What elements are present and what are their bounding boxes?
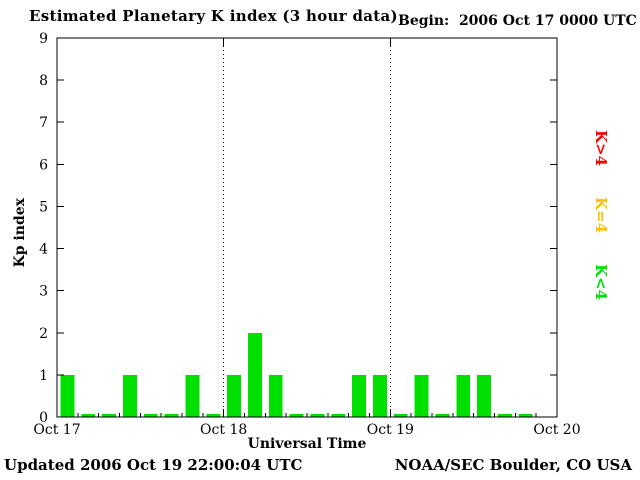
kp-bar	[435, 414, 450, 417]
kp-bar	[310, 414, 325, 417]
x-tick-label: Oct 20	[533, 422, 580, 438]
kp-bar	[393, 414, 408, 417]
kp-bar	[227, 374, 241, 417]
kp-bar	[60, 374, 75, 417]
kp-bar	[143, 414, 158, 417]
y-tick-label: 0	[39, 410, 48, 426]
plot-border	[56, 37, 558, 418]
kp-bar	[352, 374, 366, 417]
kp-bar	[123, 374, 137, 417]
kp-bar	[414, 374, 429, 417]
x-axis-label: Universal Time	[247, 436, 367, 452]
y-tick-label: 8	[39, 73, 48, 89]
kp-bar	[331, 414, 346, 417]
y-tick-label: 7	[39, 115, 48, 131]
kp-bar	[268, 374, 283, 417]
y-tick-label: 5	[39, 199, 48, 215]
begin-timestamp: Begin: 2006 Oct 17 0000 UTC	[398, 13, 637, 29]
kp-bar	[206, 414, 221, 417]
kp-bar	[518, 414, 533, 417]
y-axis-label: Kp index	[12, 198, 28, 268]
legend-k-eq-4: K=4	[592, 197, 610, 234]
x-tick-label: Oct 17	[33, 422, 80, 438]
kp-bar	[248, 332, 262, 417]
y-tick-label: 3	[39, 284, 48, 300]
x-tick-label: Oct 19	[367, 422, 414, 438]
kp-bar	[373, 374, 387, 417]
kp-bar	[289, 414, 304, 417]
kp-bar	[102, 414, 116, 417]
y-tick-label: 2	[39, 326, 48, 342]
kp-bar	[81, 414, 96, 417]
kp-bar	[456, 374, 471, 417]
y-tick-label: 9	[39, 31, 48, 47]
kp-bar	[185, 374, 200, 417]
kp-bar	[477, 374, 491, 417]
attribution: NOAA/SEC Boulder, CO USA	[394, 456, 632, 474]
y-tick-label: 4	[39, 242, 48, 258]
kp-bar	[498, 414, 512, 417]
updated-timestamp: Updated 2006 Oct 19 22:00:04 UTC	[4, 456, 303, 474]
y-tick-label: 6	[39, 157, 48, 173]
kp-bar	[164, 414, 179, 417]
x-tick-label: Oct 18	[200, 422, 247, 438]
chart-title: Estimated Planetary K index (3 hour data…	[29, 7, 398, 25]
legend-k-gt-4: K>4	[592, 130, 610, 167]
legend-k-lt-4: K<4	[592, 264, 610, 301]
y-tick-label: 1	[39, 368, 48, 384]
